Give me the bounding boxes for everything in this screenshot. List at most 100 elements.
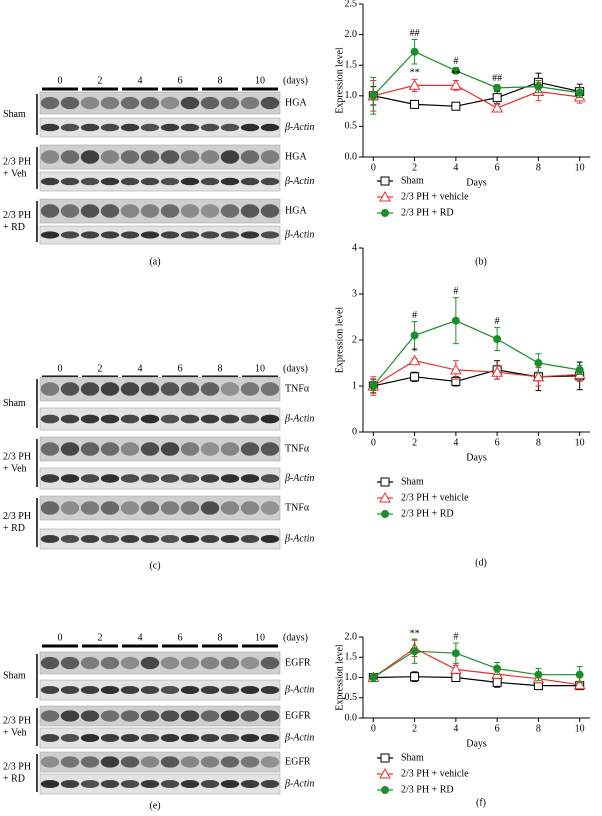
blot-band: [120, 656, 140, 670]
blot-band: [60, 535, 80, 543]
row-label: HGA: [285, 97, 307, 108]
blot-band: [200, 474, 220, 483]
blot-band: [60, 123, 80, 132]
blot-band: [100, 414, 120, 424]
marker: [450, 663, 462, 674]
blot-band: [180, 204, 200, 218]
y-tick-label: 0: [352, 426, 357, 437]
blot-band: [60, 204, 80, 218]
blot-band: [40, 780, 60, 788]
blot-band: [40, 710, 60, 722]
blot-band: [200, 535, 220, 543]
legend-marker: [379, 767, 391, 779]
blot-band: [120, 756, 140, 768]
blot-band: [240, 442, 260, 456]
blot-band: [80, 710, 100, 722]
x-tick-label: 4: [453, 723, 458, 734]
blot-band: [40, 656, 60, 670]
blot-band: [160, 686, 180, 694]
annotation: #: [412, 310, 417, 321]
blot-band: [260, 474, 280, 483]
blot-band: [240, 756, 260, 768]
marker: [369, 382, 378, 390]
x-tick-label: 4: [453, 437, 458, 448]
blot-band: [240, 780, 260, 788]
blot-band: [80, 414, 100, 424]
blot-band: [40, 231, 60, 239]
blot-band: [100, 535, 120, 543]
blot-band: [180, 177, 200, 186]
blot-strip: [39, 376, 281, 402]
blot-band: [40, 177, 60, 186]
marker: [575, 670, 584, 679]
blot-band: [120, 150, 140, 164]
days-unit: (days): [283, 75, 308, 86]
blot-strip: [39, 773, 281, 795]
blot-band: [220, 535, 240, 543]
row-label: β-Actin: [284, 778, 314, 789]
row-label: TNFα: [285, 502, 310, 513]
blot-band: [160, 474, 180, 483]
blot-band: [80, 382, 100, 396]
blot-band: [240, 535, 260, 543]
blot-band: [40, 96, 60, 110]
group-label: + Veh: [3, 168, 27, 179]
annotation: #: [453, 56, 458, 67]
marker: [410, 647, 419, 656]
day-label: 6: [178, 632, 183, 643]
marker: [534, 359, 543, 367]
legend-label: 2/3 PH + RD: [401, 207, 454, 218]
annotation: ##: [410, 28, 420, 39]
blot-band: [140, 686, 160, 694]
day-label: 0: [58, 75, 63, 86]
legend-label: 2/3 PH + vehicle: [401, 492, 469, 503]
marker: [451, 101, 461, 111]
blot-strip: [39, 495, 281, 521]
blot-band: [240, 474, 260, 483]
blot-strip: [39, 679, 281, 701]
day-label: 10: [255, 75, 265, 86]
group-label: + RD: [3, 222, 25, 233]
blot-band: [240, 177, 260, 186]
blot-band: [120, 177, 140, 186]
blot-band: [160, 734, 180, 742]
marker: [450, 363, 462, 375]
blot-band: [140, 442, 160, 456]
blot-band: [60, 710, 80, 722]
blot-band: [200, 501, 220, 515]
series-line: [373, 369, 580, 387]
blot-band: [100, 382, 120, 396]
blot-band: [80, 177, 100, 186]
x-tick-label: 0: [371, 437, 376, 448]
blot-band: [60, 686, 80, 694]
marker: [451, 316, 460, 325]
blot-band: [140, 231, 160, 239]
blot-band: [160, 204, 180, 218]
day-label: 4: [138, 632, 143, 643]
day-label: 4: [138, 75, 143, 86]
blot-band: [180, 756, 200, 768]
marker: [534, 670, 543, 679]
blot-band: [260, 756, 280, 768]
blot-band: [180, 474, 200, 483]
marker: [450, 79, 462, 90]
legend-marker: [381, 209, 389, 217]
x-tick-label: 8: [536, 162, 541, 173]
blot-band: [60, 414, 80, 424]
blot-band: [40, 204, 60, 218]
y-tick-label: 1.0: [345, 672, 358, 683]
group-label: + Veh: [3, 463, 27, 474]
blot-band: [100, 756, 120, 768]
marker: [410, 47, 419, 56]
legend-marker: [380, 477, 390, 487]
blot-band: [240, 414, 260, 424]
blot-band: [80, 780, 100, 788]
x-tick-label: 0: [371, 162, 376, 173]
blot-band: [40, 734, 60, 742]
blot-band: [60, 734, 80, 742]
blot-band: [120, 204, 140, 218]
days-unit: (days): [283, 363, 308, 374]
marker: [493, 83, 502, 92]
blot-band: [200, 734, 220, 742]
